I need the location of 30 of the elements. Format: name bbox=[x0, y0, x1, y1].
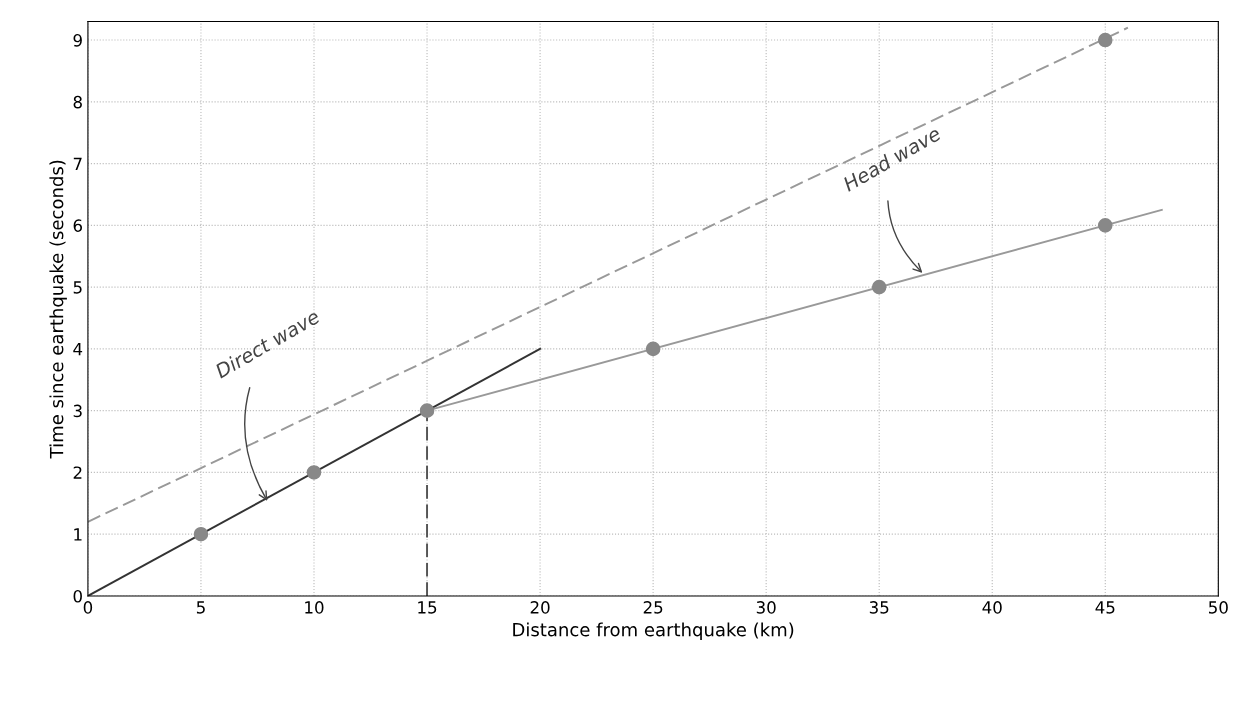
x-tick-label: 10 bbox=[305, 601, 324, 614]
point bbox=[1097, 32, 1113, 48]
y-tick-label: 1 bbox=[74, 528, 82, 541]
y-tick-label: 5 bbox=[73, 281, 82, 294]
y-tick-label: 8 bbox=[73, 95, 82, 109]
x-tick-label: 20 bbox=[530, 601, 550, 614]
point bbox=[419, 403, 435, 418]
x-tick-label: 15 bbox=[418, 601, 437, 614]
y-tick-label: 2 bbox=[73, 466, 82, 479]
point bbox=[1097, 218, 1113, 233]
x-tick-label: 35 bbox=[869, 601, 889, 614]
x-tick-label: 50 bbox=[1209, 601, 1228, 614]
point bbox=[645, 341, 661, 357]
x-tick-label: 40 bbox=[982, 601, 1002, 614]
point bbox=[306, 465, 322, 480]
x-tick-label: 5 bbox=[196, 601, 205, 614]
x-axis-title: Distance from earthquake (km) bbox=[513, 622, 794, 640]
y-axis-title: Time since earthquake (seconds) bbox=[49, 160, 67, 459]
y-tick-label: 6 bbox=[73, 219, 83, 232]
y-tick-label: 3 bbox=[73, 404, 82, 418]
point bbox=[871, 279, 887, 295]
y-tick-label: 4 bbox=[73, 343, 83, 356]
point bbox=[193, 526, 209, 542]
y-tick-label: 7 bbox=[73, 157, 82, 170]
x-tick-label: 0 bbox=[83, 601, 93, 614]
x-tick-label: 45 bbox=[1095, 601, 1115, 614]
x-tick-label: 30 bbox=[756, 601, 776, 614]
x-tick-label: 25 bbox=[643, 601, 663, 614]
y-tick-label: 0 bbox=[73, 589, 82, 603]
y-tick-label: 9 bbox=[73, 34, 82, 47]
